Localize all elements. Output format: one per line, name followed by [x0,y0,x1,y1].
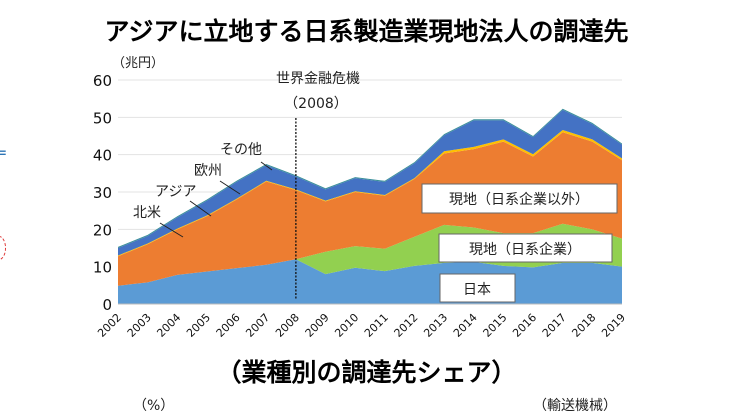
x-tick-label: 2018 [569,311,598,340]
y-tick-label: 30 [93,184,112,202]
bottom-unit-label: （%） [133,398,175,414]
edge-text-fragment: = [0,143,8,162]
x-tick-label: 2003 [125,311,154,340]
page-title: アジアに立地する日系製造業現地法人の調達先 [104,17,629,46]
y-tick-label: 60 [93,72,112,90]
y-tick-label: 10 [93,259,112,277]
svg-text:現地（日系企業以外）: 現地（日系企業以外） [449,191,589,208]
x-tick-label: 2004 [154,311,183,340]
x-tick-label: 2011 [362,311,391,340]
y-tick-label: 20 [93,221,112,239]
x-tick-label: 2009 [303,311,332,340]
area-series-3 [118,130,622,257]
x-tick-label: 2014 [451,311,480,340]
region-label-north-america: 北米 [133,205,161,221]
x-tick-label: 2005 [184,311,213,340]
crisis-year: （2008） [284,96,348,112]
x-tick-label: 2008 [273,311,302,340]
region-label-europe: 欧州 [194,163,222,179]
y-tick-label: 40 [93,147,112,165]
svg-text:日本: 日本 [463,282,491,298]
y-axis-unit: （兆円） [112,56,164,71]
arrow-europe [219,180,241,195]
crisis-label: 世界金融危機 [276,71,360,87]
x-tick-label: 2017 [540,311,569,340]
chart-subtitle: （業種別の調達先シェア） [216,358,517,387]
region-label-asia: アジア [155,184,196,200]
area-series-4 [118,109,622,256]
x-tick-label: 2012 [392,311,421,340]
x-tick-label: 2002 [95,311,124,340]
y-tick-label: 50 [93,109,112,127]
svg-text:現地（日系企業）: 現地（日系企業） [469,241,581,258]
area-series-2 [118,132,622,286]
x-tick-label: 2006 [214,311,243,340]
x-tick-label: 2007 [243,311,272,340]
x-tick-label: 2010 [332,311,361,340]
y-tick-label: 0 [102,296,112,314]
arrow-other [260,161,273,171]
arrow-north-america [159,222,184,238]
bottom-category-label: （輸送機械） [533,398,617,414]
x-tick-label: 2013 [421,311,450,340]
arrow-asia [189,200,212,217]
x-tick-label: 2015 [481,311,510,340]
x-tick-label: 2019 [599,311,628,340]
region-label-other: その他 [220,142,262,158]
legend-box-local-japanese: 現地（日系企業） [438,233,613,263]
legend-box-local-non-japanese: 現地（日系企業以外） [421,183,618,214]
legend-box-japan: 日本 [439,273,516,303]
x-tick-label: 2016 [510,311,539,340]
